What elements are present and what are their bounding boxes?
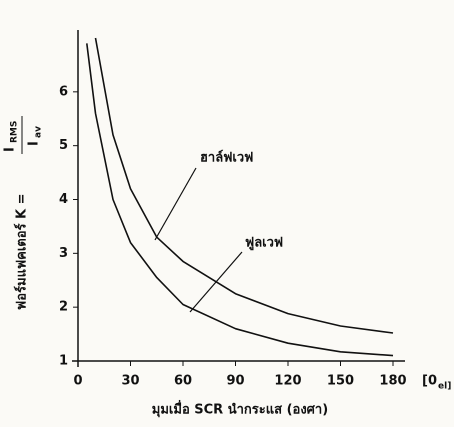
y-tick-label: 2 xyxy=(59,300,68,315)
x-tick-label: 90 xyxy=(226,374,244,389)
curve xyxy=(86,43,394,357)
y-tick-label: 3 xyxy=(59,246,68,261)
x-tick-label: 180 xyxy=(379,374,406,389)
y-axis-label: ฟอร์มแฟคเตอร์ K = xyxy=(14,193,30,310)
x-axis-label: มุมเมื่อ SCR นำกระแส (องศา) xyxy=(152,400,328,418)
x-tick-label: 60 xyxy=(174,374,192,389)
series-label: ฮาล์ฟเวฟ xyxy=(200,150,253,166)
y-tick-label: 1 xyxy=(59,354,68,369)
label-arrow xyxy=(154,167,197,241)
y-tick-label: 5 xyxy=(59,138,68,153)
y-tick-label: 4 xyxy=(59,192,68,207)
y-den-sub: av xyxy=(34,126,44,138)
label-arrow xyxy=(189,251,243,313)
curve xyxy=(94,37,394,334)
y-num-sub: RMS xyxy=(10,121,20,143)
y-axis-label-group: ฟอร์มแฟคเตอร์ K = I RMS I av xyxy=(3,116,44,310)
y-den: I xyxy=(27,141,42,146)
x-tick-label: 30 xyxy=(121,374,139,389)
x-unit-sub: el] xyxy=(438,382,451,392)
series-label: ฟูลเวฟ xyxy=(245,236,283,251)
y-num: I xyxy=(3,147,18,152)
x-tick-label: 0 xyxy=(73,374,82,389)
y-tick-label: 6 xyxy=(59,84,68,99)
x-unit: [0 xyxy=(422,374,437,389)
x-tick-label: 150 xyxy=(327,374,354,389)
x-tick-label: 120 xyxy=(274,374,301,389)
